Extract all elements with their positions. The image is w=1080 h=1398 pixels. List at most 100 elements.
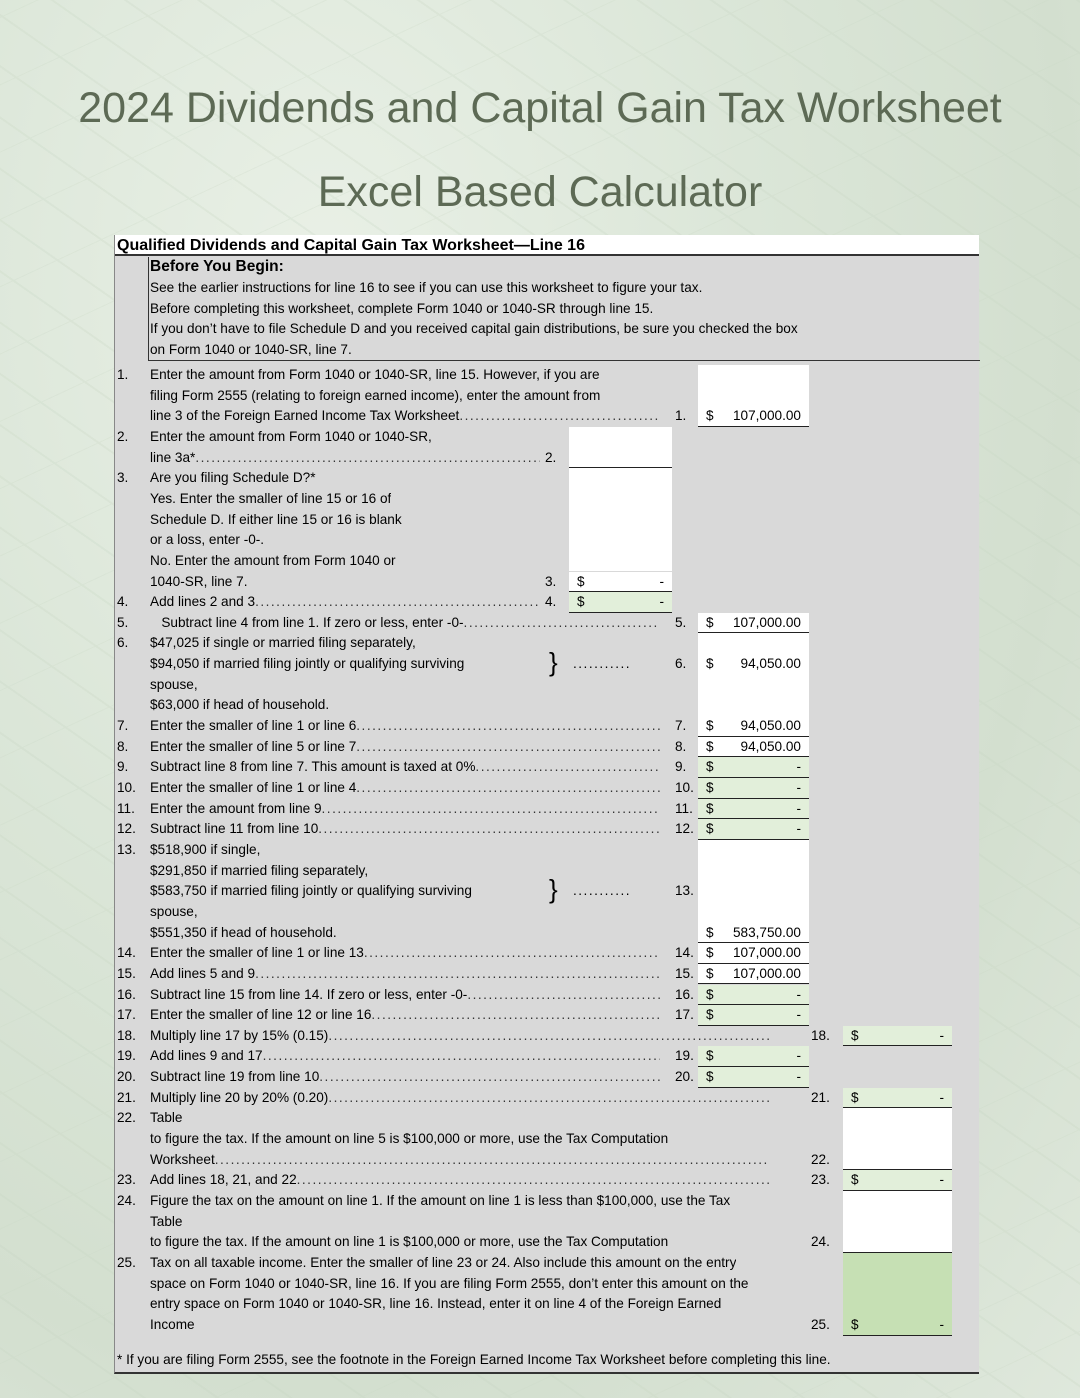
line-instruction: Yes. Enter the smaller of line 15 or 16 …	[150, 489, 391, 510]
amount-cell[interactable]	[569, 447, 672, 469]
amount-cell[interactable]	[843, 1108, 952, 1130]
amount-cell[interactable]: $94,050.00	[698, 736, 809, 758]
amount-cell[interactable]: $94,050.00	[698, 654, 809, 675]
amount-cell[interactable]: $ -	[698, 1067, 809, 1088]
amount-cell[interactable]: $ -	[698, 1046, 809, 1068]
amount-cell[interactable]	[698, 695, 809, 717]
line-instruction: spouse,	[150, 675, 198, 696]
instruction-text: line 3a*	[150, 449, 196, 465]
amount-cell[interactable]	[569, 530, 672, 551]
amount-value: -	[796, 780, 801, 795]
amount-cell[interactable]	[843, 1149, 952, 1171]
amount-cell[interactable]	[843, 1211, 952, 1233]
amount-cell[interactable]	[843, 1191, 952, 1212]
currency-symbol: $	[706, 614, 714, 630]
worksheet-line-row: 2. Enter the amount from Form 1040 or 104…	[115, 426, 979, 448]
instruction-text: $583,750 if married filing jointly or qu…	[150, 883, 472, 899]
amount-cell[interactable]	[843, 1232, 952, 1253]
amount-cell[interactable]: $107,000.00	[698, 406, 809, 427]
currency-symbol: $	[706, 408, 714, 424]
line-instruction: Subtract line 15 from line 14. If zero o…	[150, 985, 660, 1006]
amount-cell[interactable]	[698, 385, 809, 407]
amount-cell[interactable]	[698, 881, 809, 902]
amount-cell[interactable]: $ -	[698, 819, 809, 840]
line-instruction: line 3a*................................…	[150, 448, 540, 469]
currency-symbol: $	[706, 800, 714, 816]
amount-cell[interactable]: $107,000.00	[698, 963, 809, 985]
line-instruction: to figure the tax. If the amount on line…	[150, 1129, 668, 1150]
dot-leader: ...........	[573, 883, 632, 899]
intro-line: Before completing this worksheet, comple…	[150, 301, 654, 316]
line-instruction: Tax on all taxable income. Enter the sma…	[150, 1253, 736, 1274]
line-ref-label: 21.	[811, 1089, 830, 1105]
line-instruction: Add lines 2 and 3.......................…	[150, 592, 540, 613]
currency-symbol: $	[851, 1172, 859, 1188]
worksheet-line-row: 22. Table	[115, 1108, 979, 1130]
worksheet-line-row: 23. Add lines 18, 21, and 22.............…	[115, 1170, 979, 1191]
amount-cell[interactable]	[843, 1273, 952, 1295]
amount-cell[interactable]	[569, 488, 672, 510]
line-number: 7.	[117, 718, 129, 734]
amount-cell[interactable]: $ -	[698, 984, 809, 1006]
amount-cell[interactable]: $107,000.00	[698, 943, 809, 964]
worksheet-line-row: 17. Enter the smaller of line 12 or line …	[115, 1005, 979, 1026]
line-number: 4.	[117, 594, 129, 610]
line-ref-label: 16.	[675, 986, 694, 1002]
amount-cell[interactable]: $583,750.00	[698, 922, 809, 944]
line-number: 9.	[117, 759, 129, 775]
amount-cell[interactable]	[569, 468, 672, 489]
amount-cell[interactable]	[698, 365, 809, 386]
instruction-text: Enter the smaller of line 1 or line 4	[150, 780, 357, 795]
currency-symbol: $	[706, 821, 714, 837]
amount-cell[interactable]	[698, 860, 809, 882]
amount-cell[interactable]	[569, 426, 672, 448]
amount-cell[interactable]: $107,000.00	[698, 612, 809, 634]
line-instruction: Add lines 9 and 17......................…	[150, 1046, 660, 1067]
worksheet-line-row: 9. Subtract line 8 from line 7. This amou…	[115, 757, 979, 778]
amount-cell[interactable]: $ -	[698, 1005, 809, 1026]
line-instruction: Enter the smaller of line 12 or line 16.…	[150, 1005, 660, 1026]
worksheet-line-row: 10. Enter the smaller of line 1 or line 4…	[115, 778, 979, 799]
amount-cell[interactable]	[698, 674, 809, 696]
line-ref-label: 6.	[675, 656, 687, 672]
amount-cell[interactable]	[843, 1294, 952, 1315]
amount-cell[interactable]: $94,050.00	[698, 716, 809, 737]
amount-cell[interactable]	[843, 1129, 952, 1150]
dot-leader: ........................................…	[318, 821, 660, 837]
instruction-text: Worksheet	[150, 1151, 215, 1167]
instruction-text: Enter the amount from Form 1040 or 1040-…	[150, 428, 432, 444]
amount-cell[interactable]	[569, 550, 672, 572]
amount-cell[interactable]: $ -	[843, 1087, 952, 1109]
worksheet-line-row: spouse,	[115, 674, 979, 696]
page-title: 2024 Dividends and Capital Gain Tax Work…	[78, 84, 1002, 132]
line-ref-label: 15.	[675, 965, 694, 981]
amount-cell[interactable]	[569, 509, 672, 531]
amount-cell[interactable]: $ -	[569, 571, 672, 593]
amount-cell[interactable]	[698, 839, 809, 861]
line-instruction: Worksheet...............................…	[150, 1150, 770, 1171]
amount-cell[interactable]: $ -	[698, 757, 809, 778]
line-instruction: entry space on Form 1040 or 1040-SR, lin…	[150, 1294, 721, 1315]
amount-cell[interactable]	[698, 633, 809, 655]
line-instruction: $518,900 if single,	[150, 840, 260, 861]
worksheet-line-row: 20. Subtract line 19 from line 10........…	[115, 1067, 979, 1088]
amount-cell[interactable]: $ -	[843, 1170, 952, 1191]
before-you-begin-heading: Before You Begin:	[150, 258, 284, 275]
currency-symbol: $	[706, 986, 714, 1002]
line-instruction: Subtract line 4 from line 1. If zero or …	[150, 613, 660, 634]
worksheet-line-row: filing Form 2555 (relating to foreign ea…	[115, 385, 979, 407]
amount-cell[interactable]	[843, 1252, 952, 1274]
instruction-text: Add lines 18, 21, and 22	[150, 1172, 297, 1188]
line-ref-label: 19.	[675, 1048, 694, 1064]
instruction-text: Add lines 2 and 3	[150, 594, 256, 610]
amount-cell[interactable]: $ -	[843, 1314, 952, 1336]
instruction-text: Schedule D. If either line 15 or 16 is b…	[150, 511, 402, 527]
amount-cell[interactable]: $ -	[698, 798, 809, 820]
amount-cell[interactable]: $ -	[569, 592, 672, 613]
amount-cell[interactable]	[698, 901, 809, 923]
amount-cell[interactable]: $ -	[843, 1025, 952, 1047]
line-instruction: Figure the tax on the amount on line 1. …	[150, 1191, 730, 1212]
dot-leader: ........................................…	[459, 408, 660, 424]
instruction-text: Add lines 5 and 9	[150, 965, 256, 981]
amount-cell[interactable]: $ -	[698, 778, 809, 799]
